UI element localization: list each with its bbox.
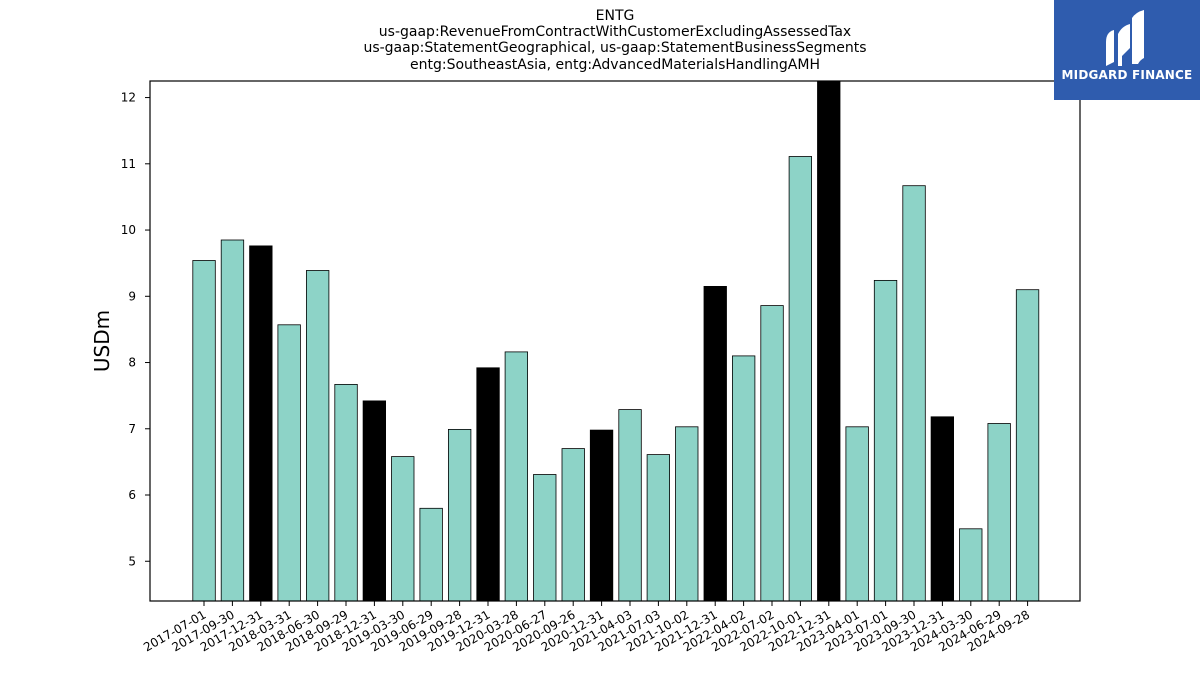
bar-2020-06-27 <box>533 474 557 602</box>
bar-2023-07-01 <box>873 279 898 602</box>
y-tick-label: 11 <box>121 157 136 171</box>
chart-title-line-3: us-gaap:StatementGeographical, us-gaap:S… <box>363 40 866 56</box>
bar-2018-06-30 <box>305 270 330 602</box>
bar-2022-04-02 <box>732 355 756 602</box>
bar-2021-10-02 <box>675 426 699 602</box>
bar-2018-09-29 <box>334 383 358 602</box>
bar-2023-09-30 <box>902 185 926 602</box>
bar-2019-06-29 <box>419 507 443 602</box>
chart-title-line-4: entg:SoutheastAsia, entg:AdvancedMateria… <box>410 57 820 73</box>
bar-2021-07-03 <box>646 454 670 602</box>
bar-2021-12-31 <box>703 285 727 602</box>
bar-2018-03-31 <box>277 324 301 602</box>
y-tick-label: 10 <box>121 223 136 237</box>
bar-2019-03-30 <box>391 456 415 602</box>
y-tick-label: 5 <box>128 554 136 568</box>
bar-2017-12-31 <box>249 245 273 602</box>
bar-2019-12-31 <box>476 367 500 602</box>
bar-2024-06-29 <box>987 423 1011 602</box>
y-tick-label: 6 <box>128 488 136 502</box>
chart-title-line-2: us-gaap:RevenueFromContractWithCustomerE… <box>379 24 851 40</box>
y-axis: 5 6 7 8 9 10 11 12 <box>121 91 150 568</box>
bar-2021-04-03 <box>618 409 642 602</box>
y-tick-label: 8 <box>128 356 136 370</box>
bar-2017-09-30 <box>220 239 245 602</box>
y-tick-label: 7 <box>128 422 136 436</box>
x-axis: 2017-07-012017-09-302017-12-312018-03-31… <box>141 601 1032 654</box>
logo-text: MIDGARD FINANCE <box>1061 68 1193 82</box>
bar-2018-12-31 <box>362 400 387 602</box>
bar-2022-07-02 <box>760 305 784 602</box>
y-axis-label: USDm <box>90 310 114 372</box>
brand-logo: MIDGARD FINANCE <box>1054 0 1200 100</box>
bar-2024-03-30 <box>959 528 983 602</box>
bars-group <box>192 80 1040 602</box>
bar-2024-09-28 <box>1015 289 1040 602</box>
bar-2017-07-01 <box>192 260 216 602</box>
bar-2020-12-31 <box>589 429 614 602</box>
chart-title-line-1: ENTG <box>596 8 635 24</box>
bar-2022-12-31 <box>817 80 841 602</box>
y-tick-label: 9 <box>128 289 136 303</box>
bar-2022-10-01 <box>788 156 812 602</box>
logo-mark-icon <box>1106 10 1144 66</box>
bar-2019-09-28 <box>447 428 472 602</box>
plot-frame <box>149 80 1081 602</box>
bar-2020-03-28 <box>504 351 529 602</box>
y-tick-label: 12 <box>121 91 136 105</box>
bar-2023-12-31 <box>930 416 954 602</box>
chart-title: ENTG us-gaap:RevenueFromContractWithCust… <box>363 8 866 73</box>
bar-2020-09-26 <box>561 448 585 602</box>
bar-2023-04-01 <box>845 426 869 602</box>
